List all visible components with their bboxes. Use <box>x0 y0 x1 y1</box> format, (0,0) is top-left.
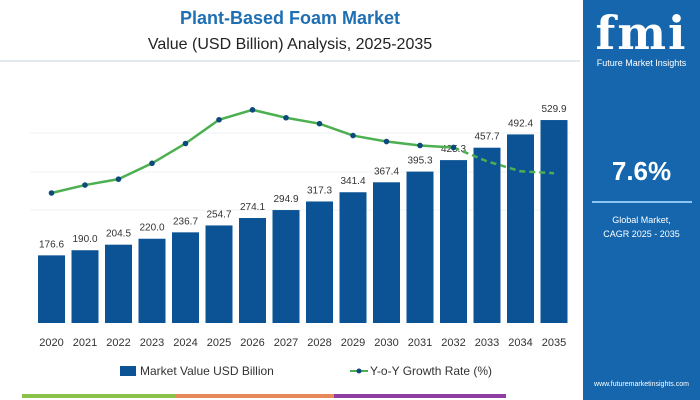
legend-bar-swatch <box>120 366 136 376</box>
bar-2027 <box>272 210 300 323</box>
bar-2024 <box>172 232 199 323</box>
x-tick-2026: 2026 <box>240 337 264 349</box>
growth-point-2032 <box>450 144 457 151</box>
bar-label-2025: 254.7 <box>206 209 231 220</box>
x-tick-2025: 2025 <box>207 337 231 349</box>
bar-label-2030: 367.4 <box>374 166 399 177</box>
footer-stripe-purple <box>334 394 506 398</box>
growth-point-2022 <box>115 176 122 182</box>
bar-2033 <box>473 147 501 323</box>
x-tick-2021: 2021 <box>73 337 97 349</box>
growth-point-2027 <box>283 114 289 121</box>
bar-2032 <box>440 160 467 323</box>
bar-label-2021: 190.0 <box>72 234 97 245</box>
x-tick-2020: 2020 <box>39 337 63 349</box>
bar-label-2027: 294.9 <box>273 194 298 205</box>
growth-line-solid <box>51 108 454 195</box>
bar-label-2026: 274.1 <box>240 202 265 213</box>
legend-bar: Market Value USD Billion <box>120 364 274 378</box>
growth-line-dashed <box>453 146 555 175</box>
bar-2030 <box>373 182 400 323</box>
x-tick-2028: 2028 <box>307 337 331 349</box>
bar-2020 <box>38 255 65 323</box>
logo-subtitle: Future Market Insights <box>596 58 687 68</box>
x-tick-2032: 2032 <box>441 337 465 349</box>
fmi-logo: fmi <box>595 6 688 60</box>
bar-2022 <box>105 244 132 323</box>
website-link[interactable]: www.futuremarketinsights.com <box>594 381 689 388</box>
bar-2023 <box>138 238 166 323</box>
growth-point-2029 <box>350 132 356 139</box>
bar-2021 <box>71 250 99 323</box>
chart-title: Plant-Based Foam Market <box>179 8 401 28</box>
growth-point-2026 <box>249 107 256 113</box>
bar-2028 <box>306 201 333 323</box>
bar-2029 <box>339 192 367 323</box>
cagr-label-line2: CAGR 2025 - 2035 <box>603 229 680 239</box>
growth-point-2020 <box>48 190 55 196</box>
bar-2026 <box>239 218 266 323</box>
bar-2035 <box>540 120 568 323</box>
footer-stripe-green <box>22 394 176 398</box>
side-panel: fmi Future Market Insights 7.6% Global M… <box>583 0 700 400</box>
legend-line-label: Y-o-Y Growth Rate (%) <box>370 364 493 378</box>
x-tick-2022: 2022 <box>106 337 130 349</box>
x-tick-2024: 2024 <box>173 337 197 349</box>
bar-2034 <box>507 134 534 323</box>
bar-label-2029: 341.4 <box>340 176 365 187</box>
bar-label-2033: 457.7 <box>474 132 499 143</box>
x-tick-2033: 2033 <box>475 337 499 349</box>
bar-2025 <box>205 225 233 323</box>
bar-label-2034: 492.4 <box>508 118 533 129</box>
cagr-label-line1: Global Market, <box>612 215 671 225</box>
growth-point-2031 <box>417 142 423 149</box>
growth-point-2030 <box>383 138 390 145</box>
legend-line-swatch <box>350 368 368 374</box>
bar-label-2031: 395.3 <box>407 156 432 167</box>
growth-point-2025 <box>216 116 222 123</box>
footer-stripe-orange <box>176 394 334 398</box>
chart-subtitle: Value (USD Billion) Analysis, 2025-2035 <box>147 36 433 53</box>
x-tick-2031: 2031 <box>408 337 432 349</box>
x-tick-2034: 2034 <box>508 337 532 349</box>
growth-point-2024 <box>182 140 189 147</box>
growth-point-2021 <box>82 182 88 188</box>
bar-label-2020: 176.6 <box>39 239 64 250</box>
growth-point-2023 <box>149 160 155 167</box>
legend-line: Y-o-Y Growth Rate (%) <box>350 364 492 378</box>
bar-2031 <box>406 171 434 323</box>
bar-label-2023: 220.0 <box>139 223 164 234</box>
x-tick-2030: 2030 <box>374 337 398 349</box>
bar-label-2024: 236.7 <box>173 216 198 227</box>
cagr-value: 7.6% <box>611 156 672 186</box>
x-tick-2027: 2027 <box>274 337 298 349</box>
x-tick-2029: 2029 <box>341 337 365 349</box>
side-divider <box>591 201 692 203</box>
bar-label-2028: 317.3 <box>307 185 332 196</box>
bar-label-2022: 204.5 <box>106 229 131 240</box>
title-divider <box>0 60 580 62</box>
chart-area: 176.6 2020 190.0 2021 204.5 2022 220.0 2023 236.… <box>30 104 570 349</box>
x-tick-2035: 2035 <box>542 337 566 349</box>
bar-label-2035: 529.9 <box>541 104 566 115</box>
growth-point-2028 <box>316 120 323 127</box>
legend-bar-label: Market Value USD Billion <box>140 364 274 378</box>
x-tick-2023: 2023 <box>140 337 164 349</box>
